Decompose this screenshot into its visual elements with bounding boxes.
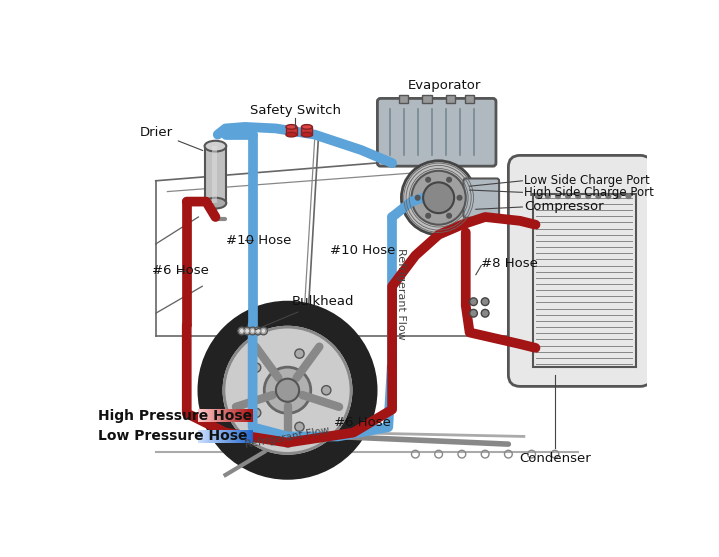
Text: Bulkhead: Bulkhead [255,295,354,330]
Text: Low Side Charge Port: Low Side Charge Port [524,174,650,187]
Bar [533,194,636,367]
Circle shape [616,194,620,198]
Circle shape [481,298,489,306]
Ellipse shape [205,198,226,208]
Text: Refrigerant Flow: Refrigerant Flow [396,248,406,340]
Circle shape [295,422,304,432]
Ellipse shape [205,141,226,152]
Text: High Pressure Hose: High Pressure Hose [98,409,252,423]
Text: Safety Switch: Safety Switch [249,104,341,117]
Circle shape [423,182,454,213]
Bar [301,127,312,135]
Circle shape [210,313,365,467]
Circle shape [243,327,251,335]
Circle shape [260,327,267,335]
Ellipse shape [286,133,297,137]
Bar [212,146,217,203]
FancyBboxPatch shape [508,155,651,387]
Bar [286,127,297,135]
Circle shape [470,298,477,306]
Circle shape [238,327,246,335]
Circle shape [261,329,266,333]
Text: #6 Hose: #6 Hose [152,265,209,277]
FancyBboxPatch shape [377,99,496,166]
Bar [446,95,455,103]
Text: #8 Hose: #8 Hose [481,257,538,270]
Circle shape [546,194,550,198]
Circle shape [586,194,590,198]
Circle shape [295,349,304,358]
Circle shape [481,309,489,317]
Circle shape [321,385,331,395]
Text: Condenser: Condenser [519,452,591,465]
Text: High Side Charge Port: High Side Charge Port [524,186,654,199]
Text: Compressor: Compressor [524,201,603,213]
Text: #10 Hose: #10 Hose [226,233,291,247]
Circle shape [426,178,431,182]
Text: Evaporator: Evaporator [408,79,481,92]
Bar [465,95,475,103]
Bar [422,95,431,103]
Circle shape [446,178,452,182]
Circle shape [426,213,431,218]
Bar [205,146,226,203]
Text: #6 Hose: #6 Hose [334,416,391,429]
Circle shape [446,213,452,218]
Circle shape [401,161,476,234]
Text: Refrigerant Flow: Refrigerant Flow [244,425,331,449]
Ellipse shape [301,133,312,137]
Circle shape [224,327,351,453]
Circle shape [411,171,466,224]
Circle shape [576,194,580,198]
Text: #10 Hose: #10 Hose [330,243,395,257]
Circle shape [276,379,299,402]
Ellipse shape [286,125,297,129]
Circle shape [265,367,311,413]
Circle shape [626,194,631,198]
Circle shape [255,327,262,335]
Text: Low Pressure Hose: Low Pressure Hose [98,429,247,443]
Circle shape [245,329,249,333]
FancyBboxPatch shape [464,178,499,218]
Circle shape [566,194,570,198]
Ellipse shape [301,125,312,129]
Circle shape [252,363,261,372]
Circle shape [606,194,610,198]
Bar [399,95,408,103]
Circle shape [249,327,257,335]
Circle shape [470,309,477,317]
Circle shape [536,194,540,198]
Circle shape [556,194,560,198]
Circle shape [596,194,600,198]
Circle shape [252,408,261,418]
Circle shape [416,196,420,200]
Circle shape [239,329,244,333]
Text: Drier: Drier [139,126,203,150]
Circle shape [457,196,462,200]
Circle shape [256,329,260,333]
Circle shape [250,329,255,333]
